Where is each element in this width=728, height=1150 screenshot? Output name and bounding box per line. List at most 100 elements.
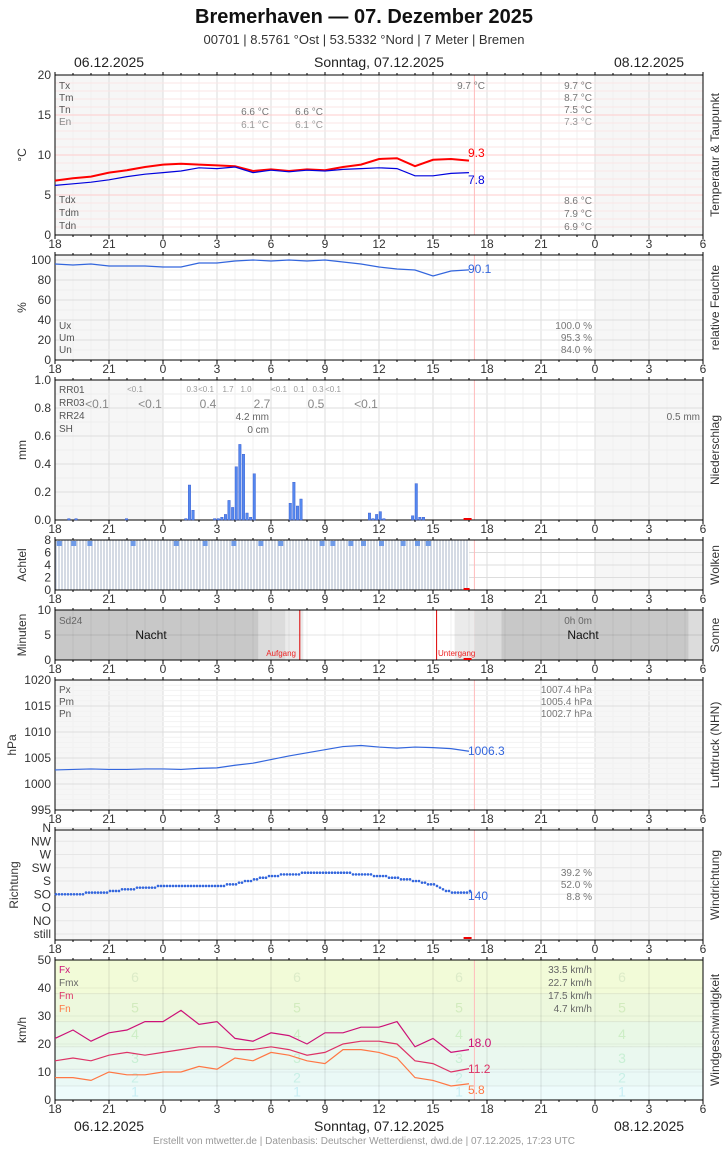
svg-text:140: 140	[468, 889, 488, 903]
svg-text:20: 20	[38, 1037, 52, 1051]
sunshine-panel: 18 21 0 3 6 9 12 15 18 21 0 3 6 Minuten Sonne 0 5 10 Sd24 0…	[15, 603, 722, 676]
footer-date-right: 08.12.2025	[614, 1118, 685, 1134]
svg-text:0: 0	[44, 228, 51, 242]
wind-fm-line	[54, 1040, 470, 1073]
svg-text:still: still	[34, 927, 51, 941]
svg-text:6: 6	[268, 1102, 275, 1116]
svg-text:18: 18	[48, 522, 62, 536]
humidity-panel: 18 21 0 3 6 9 12 15 18 21 0 3 6% relative Feuchte 0 20 4…	[15, 252, 722, 376]
svg-text:0h 0m: 0h 0m	[564, 616, 592, 627]
svg-text:hPa: hPa	[5, 734, 19, 756]
svg-text:3: 3	[646, 522, 653, 536]
svg-text:S: S	[43, 874, 51, 888]
svg-text:95.3 %: 95.3 %	[561, 333, 592, 344]
precipitation-x-axis: 18 21 0 3 6 9 12 15 18 21 0 3 6	[48, 377, 707, 536]
svg-text:Fmx: Fmx	[59, 978, 78, 989]
svg-text:12: 12	[372, 592, 386, 606]
svg-text:52.0 %: 52.0 %	[561, 880, 592, 891]
precip-bar	[216, 518, 220, 521]
dewpoint-line	[54, 166, 470, 186]
precip-bar	[74, 518, 78, 521]
svg-text:3: 3	[618, 1050, 626, 1066]
precip-bar	[245, 512, 249, 521]
svg-text:9: 9	[322, 1102, 329, 1116]
svg-text:8.6 °C: 8.6 °C	[564, 196, 592, 207]
date-center: Sonntag, 07.12.2025	[314, 54, 445, 70]
svg-text:6: 6	[268, 362, 275, 376]
precip-bar	[288, 503, 292, 521]
precip-bar	[292, 482, 296, 521]
svg-text:SW: SW	[32, 861, 52, 875]
svg-text:21: 21	[102, 522, 116, 536]
precip-bar	[67, 518, 71, 521]
svg-text:9: 9	[322, 522, 329, 536]
svg-text:0: 0	[160, 1102, 167, 1116]
svg-text:0.2: 0.2	[34, 485, 51, 499]
svg-text:0: 0	[44, 353, 51, 367]
precip-bar	[220, 517, 224, 521]
svg-text:6: 6	[268, 942, 275, 956]
svg-text:NO: NO	[33, 914, 51, 928]
svg-text:84.0 %: 84.0 %	[561, 345, 592, 356]
svg-text:Aufgang: Aufgang	[266, 649, 296, 658]
precip-bar	[223, 514, 227, 521]
svg-text:12: 12	[372, 362, 386, 376]
svg-text:RR01: RR01	[59, 385, 85, 396]
svg-text:9: 9	[322, 592, 329, 606]
precip-bar	[231, 507, 235, 521]
svg-text:N: N	[42, 821, 51, 835]
svg-text:Windgeschwindigkeit: Windgeschwindigkeit	[708, 973, 722, 1086]
svg-text:Windrichtung: Windrichtung	[708, 850, 722, 920]
svg-text:20: 20	[38, 333, 52, 347]
svg-text:21: 21	[102, 942, 116, 956]
svg-text:0.4: 0.4	[200, 397, 217, 411]
svg-text:1.0: 1.0	[240, 385, 252, 394]
svg-text:En: En	[59, 117, 71, 128]
svg-text:12: 12	[372, 812, 386, 826]
svg-text:6: 6	[268, 592, 275, 606]
svg-text:0.4: 0.4	[34, 457, 51, 471]
svg-text:9.7 °C: 9.7 °C	[457, 81, 485, 92]
svg-text:6: 6	[700, 662, 707, 676]
svg-text:6.1 °C: 6.1 °C	[295, 120, 323, 131]
svg-text:relative Feuchte: relative Feuchte	[708, 264, 722, 350]
svg-text:8.8 %: 8.8 %	[566, 892, 592, 903]
svg-text:1: 1	[293, 1084, 301, 1100]
svg-text:9.7 °C: 9.7 °C	[564, 81, 592, 92]
svg-text:Luftdruck (NHN): Luftdruck (NHN)	[708, 702, 722, 789]
svg-text:1005: 1005	[24, 751, 51, 765]
svg-text:18: 18	[48, 942, 62, 956]
svg-text:0: 0	[592, 237, 599, 251]
svg-text:2: 2	[44, 571, 51, 585]
svg-text:21: 21	[534, 237, 548, 251]
svg-text:Tm: Tm	[59, 93, 73, 104]
svg-text:0.3: 0.3	[312, 385, 324, 394]
svg-text:Untergang: Untergang	[438, 649, 475, 658]
pressure-panel: 18 21 0 3 6 9 12 15 18 21 0 3 6 hPa Luftdruck (NHN) 995…	[5, 673, 722, 826]
svg-text:15: 15	[38, 108, 52, 122]
svg-text:3: 3	[646, 592, 653, 606]
svg-text:Um: Um	[59, 333, 75, 344]
svg-text:0: 0	[44, 583, 51, 597]
svg-text:15: 15	[426, 522, 440, 536]
wind-fn-line	[55, 1048, 470, 1087]
svg-text:4: 4	[455, 1026, 463, 1042]
svg-text:15: 15	[426, 362, 440, 376]
temperature-line	[54, 157, 470, 182]
svg-text:18: 18	[480, 812, 494, 826]
svg-text:9: 9	[322, 237, 329, 251]
svg-text:0.3: 0.3	[186, 385, 198, 394]
svg-text:1015: 1015	[24, 699, 51, 713]
svg-text:Sd24: Sd24	[59, 616, 83, 627]
svg-text:Wolken: Wolken	[708, 545, 722, 585]
svg-text:12: 12	[372, 662, 386, 676]
svg-text:18: 18	[480, 1102, 494, 1116]
svg-text:30: 30	[38, 1009, 52, 1023]
svg-text:15: 15	[426, 942, 440, 956]
svg-text:21: 21	[534, 812, 548, 826]
svg-text:km/h: km/h	[15, 1017, 29, 1043]
svg-text:10: 10	[38, 603, 52, 617]
svg-text:18: 18	[480, 362, 494, 376]
svg-text:Fx: Fx	[59, 965, 70, 976]
svg-text:15: 15	[426, 812, 440, 826]
